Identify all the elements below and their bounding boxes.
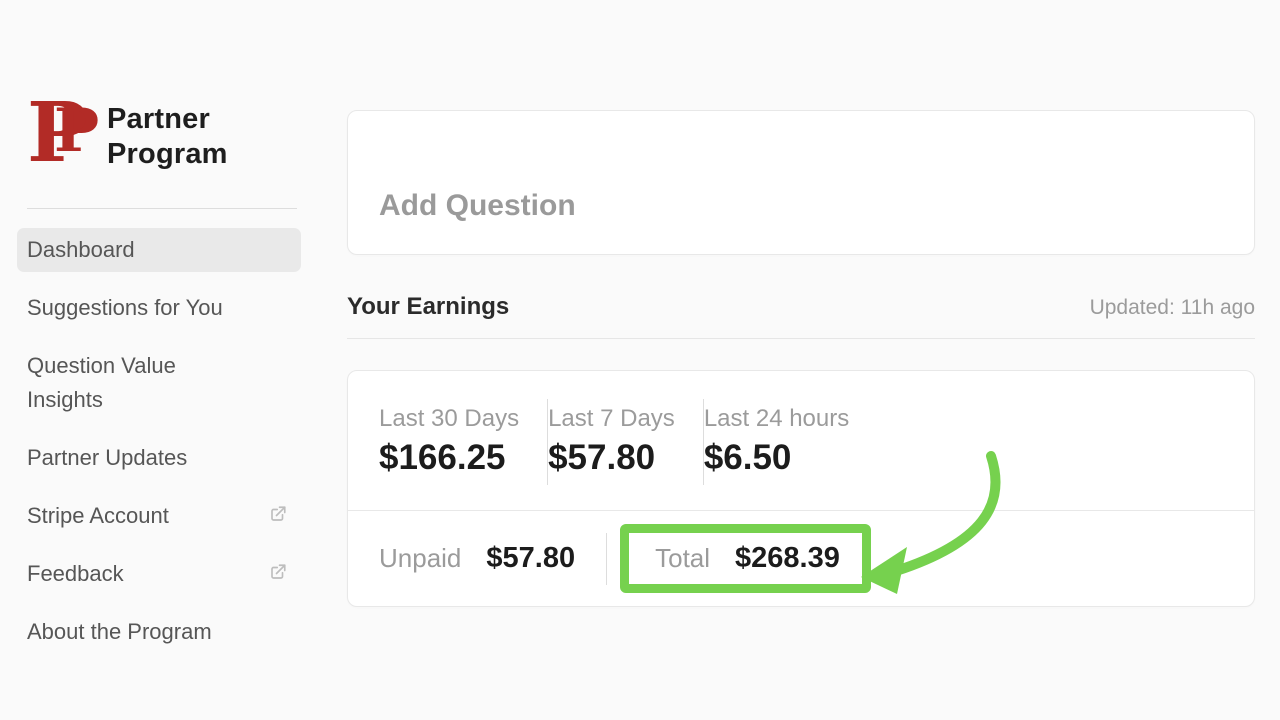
earnings-updated-timestamp: Updated: 11h ago <box>1089 296 1255 319</box>
stat-last-24-hours: Last 24 hours $6.50 <box>704 405 877 510</box>
logo-wordmark-line2: Program <box>107 138 228 170</box>
sidebar-item-label: About the Program <box>27 619 212 644</box>
stat-value: $6.50 <box>703 438 792 477</box>
unpaid-value: $57.80 <box>486 542 576 574</box>
stat-label: Last 24 hours <box>703 405 850 432</box>
external-link-icon <box>269 505 287 523</box>
sidebar-item-label: Partner Updates <box>27 445 188 470</box>
sidebar-item-dashboard[interactable]: Dashboard <box>17 228 301 272</box>
sidebar: P P Partner Program Dashboard Suggestion… <box>17 90 307 668</box>
add-question-input[interactable]: Add Question <box>347 110 1255 255</box>
logo-row[interactable]: P P Partner Program <box>17 90 307 184</box>
sidebar-item-label: Dashboard <box>27 237 135 262</box>
sidebar-item-about-the-program[interactable]: About the Program <box>17 610 301 654</box>
logo-wordmark-line1: Partner <box>107 103 210 135</box>
stat-value: $166.25 <box>379 438 506 477</box>
earnings-stats-row: Last 30 Days $166.25 Last 7 Days $57.80 … <box>348 371 1254 511</box>
partner-program-logo: P P <box>27 90 101 184</box>
earnings-totals-row: Unpaid $57.80 Total $268.39 <box>348 511 1254 606</box>
sidebar-divider <box>27 208 297 209</box>
divider <box>606 532 608 585</box>
stat-last-30-days: Last 30 Days $166.25 <box>379 405 547 510</box>
logo-letter-p: P <box>54 96 100 166</box>
sidebar-item-label: Question Value Insights <box>27 353 176 412</box>
total-highlight-box: Total $268.39 <box>620 524 871 593</box>
logo-wordmark: Partner Program <box>107 102 228 172</box>
stat-label: Last 30 Days <box>379 405 520 432</box>
sidebar-item-partner-updates[interactable]: Partner Updates <box>17 436 301 480</box>
sidebar-item-stripe-account[interactable]: Stripe Account <box>17 494 301 538</box>
add-question-placeholder: Add Question <box>379 189 576 222</box>
unpaid-earnings: Unpaid $57.80 <box>379 542 575 575</box>
main-content: Add Question Your Earnings Updated: 11h … <box>347 0 1255 607</box>
total-value: $268.39 <box>735 542 840 574</box>
earnings-title: Your Earnings <box>347 293 510 320</box>
sidebar-nav: Dashboard Suggestions for You Question V… <box>17 228 307 654</box>
total-label: Total <box>655 543 711 573</box>
sidebar-item-label: Feedback <box>27 561 124 586</box>
sidebar-item-feedback[interactable]: Feedback <box>17 552 301 596</box>
sidebar-item-label: Suggestions for You <box>27 295 223 320</box>
earnings-card: Last 30 Days $166.25 Last 7 Days $57.80 … <box>347 370 1255 607</box>
sidebar-item-question-value-insights[interactable]: Question Value Insights <box>17 344 301 422</box>
stat-last-7-days: Last 7 Days $57.80 <box>548 405 703 510</box>
sidebar-item-suggestions-for-you[interactable]: Suggestions for You <box>17 286 301 330</box>
stat-value: $57.80 <box>548 438 656 477</box>
divider <box>702 399 704 485</box>
sidebar-item-label: Stripe Account <box>27 503 169 528</box>
logo-letter-p: P <box>27 85 89 181</box>
stat-label: Last 7 Days <box>548 405 675 432</box>
external-link-icon <box>269 563 287 581</box>
divider <box>547 399 549 485</box>
unpaid-label: Unpaid <box>379 543 462 573</box>
earnings-header: Your Earnings Updated: 11h ago <box>347 293 1255 339</box>
